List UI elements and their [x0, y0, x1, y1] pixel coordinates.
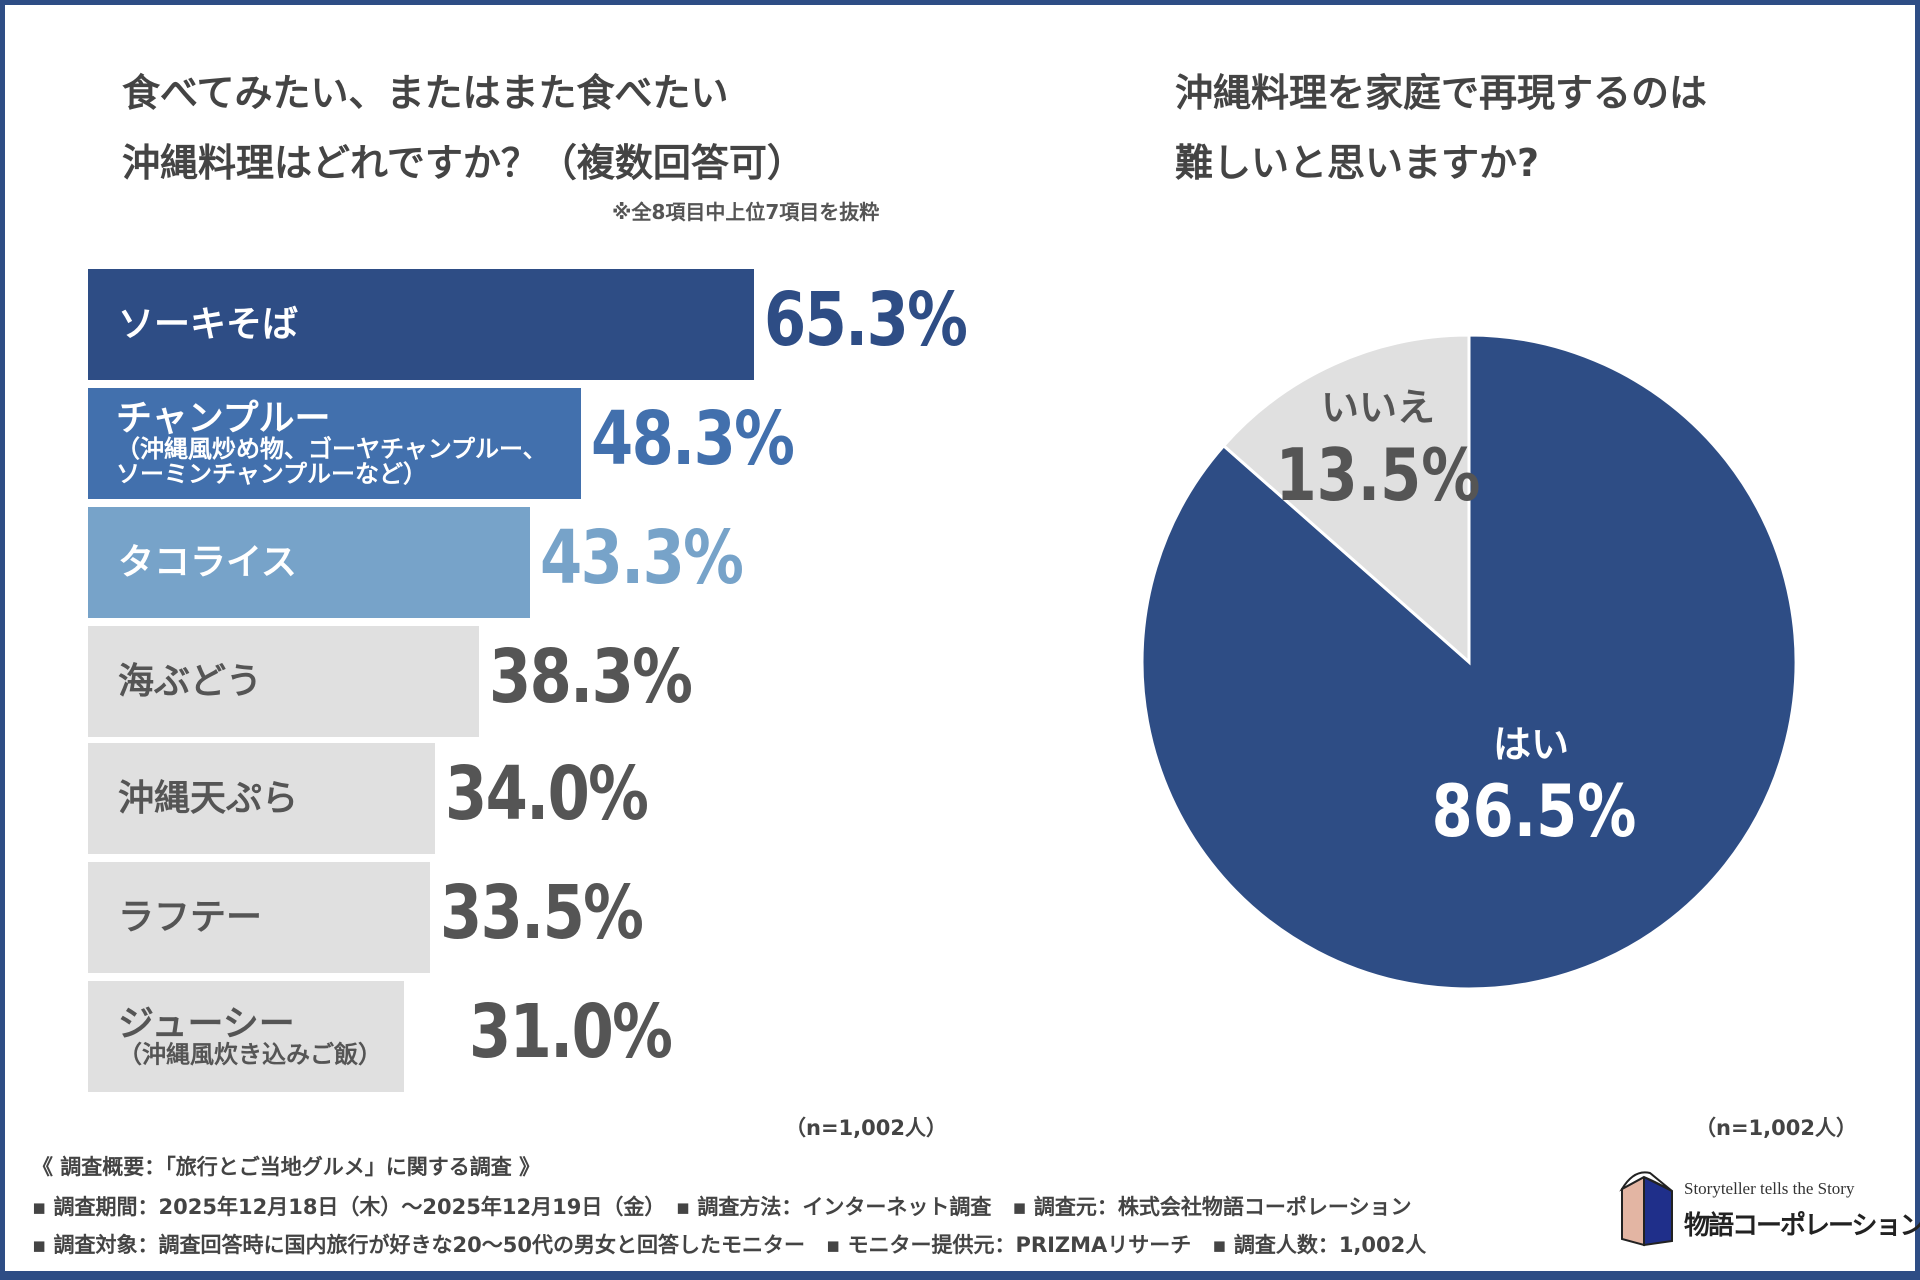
bar-label: ジューシー （沖縄風炊き込みご飯） [118, 1003, 382, 1069]
bar-4: 沖縄天ぷら [88, 743, 435, 854]
bar-label: ソーキそば [118, 303, 299, 345]
survey-heading: 《 調査概要：「旅行とご当地グルメ」に関する調査 》 [32, 1155, 541, 1179]
survey-details-1: ▪ 調査期間：2025年12月18日（木）～2025年12月19日（金） ▪ 調… [32, 1195, 1412, 1219]
bar-3: 海ぶどう [88, 626, 479, 737]
bar-value-label: 33.5% [439, 870, 644, 956]
bar-label: タコライス [118, 541, 297, 583]
bar-value-label: 31.0% [469, 989, 673, 1075]
infographic: 食べてみたい、またはまた食べたい 沖縄料理はどれですか？（複数回答可） ※全8項目… [5, 5, 1920, 1271]
bar-value-label: 48.3% [590, 396, 795, 482]
bar-1: チャンプルー （沖縄風炒め物、ゴーヤチャンプルー、 ソーミンチャンプルーなど） [88, 388, 581, 499]
left-sample-size: （n=1,002人） [785, 1116, 947, 1140]
bar-label: 沖縄天ぷら [118, 777, 299, 819]
pie-chart [1140, 333, 1798, 991]
pie-slice-1 [1221, 333, 1471, 666]
pie-value-yes: 86.5% [1431, 769, 1637, 853]
bar-value-label: 65.3% [764, 277, 968, 363]
bar-label: チャンプルー （沖縄風炒め物、ゴーヤチャンプルー、 ソーミンチャンプルーなど） [116, 397, 547, 489]
right-sample-size: （n=1,002人） [1695, 1116, 1857, 1140]
bar-5: ラフテー [88, 862, 430, 973]
left-chart-title: 食べてみたい、またはまた食べたい 沖縄料理はどれですか？（複数回答可） [122, 71, 805, 185]
bar-label: 海ぶどう [118, 660, 263, 702]
pie-value-no: 13.5% [1275, 433, 1481, 517]
bar-value-label: 38.3% [488, 634, 693, 720]
pie-label-yes: はい [1492, 722, 1570, 767]
survey-details-2: ▪ 調査対象：調査回答時に国内旅行が好きな20～50代の男女と回答したモニター … [32, 1233, 1427, 1257]
bar-6: ジューシー （沖縄風炊き込みご飯） [88, 981, 405, 1092]
bar-2: タコライス [88, 507, 530, 618]
bar-value-label: 43.3% [539, 515, 744, 601]
book-logo-icon [1619, 1171, 1673, 1247]
bar-value-label: 34.0% [444, 751, 649, 837]
left-note: ※全8項目中上位7項目を抜粋 [612, 200, 880, 224]
company-logo: Storyteller tells the Story 物語コーポレーション [1614, 1169, 1920, 1249]
pie-label-no: いいえ [1320, 385, 1436, 430]
bar-0: ソーキそば [88, 269, 754, 380]
right-chart-title: 沖縄料理を家庭で再現するのは 難しいと思いますか? [1175, 71, 1708, 185]
bar-label: ラフテー [118, 896, 263, 938]
